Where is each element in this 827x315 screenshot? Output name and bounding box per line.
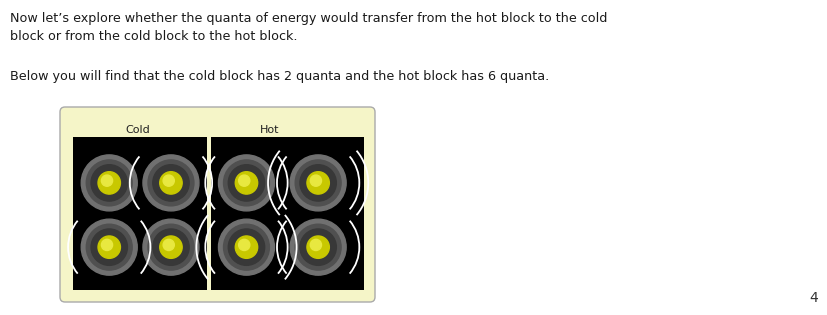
Circle shape [310, 175, 321, 186]
Bar [73, 137, 207, 290]
Circle shape [218, 219, 274, 275]
Circle shape [295, 224, 341, 270]
Circle shape [228, 229, 265, 265]
Circle shape [223, 224, 269, 270]
Circle shape [148, 224, 194, 270]
Circle shape [98, 172, 120, 194]
Circle shape [228, 165, 265, 201]
Circle shape [307, 172, 329, 194]
Circle shape [223, 160, 269, 206]
Text: Now let’s explore whether the quanta of energy would transfer from the hot block: Now let’s explore whether the quanta of … [10, 12, 607, 25]
Circle shape [163, 239, 174, 250]
Circle shape [153, 229, 189, 265]
Circle shape [218, 155, 274, 211]
Text: Cold: Cold [126, 125, 151, 135]
Circle shape [160, 172, 182, 194]
Circle shape [238, 239, 250, 250]
Circle shape [299, 165, 336, 201]
Circle shape [101, 175, 112, 186]
Circle shape [81, 219, 137, 275]
Circle shape [307, 236, 329, 258]
Circle shape [235, 236, 257, 258]
Circle shape [101, 239, 112, 250]
Circle shape [310, 239, 321, 250]
Circle shape [86, 224, 132, 270]
Circle shape [143, 155, 198, 211]
Circle shape [235, 172, 257, 194]
Circle shape [81, 155, 137, 211]
Circle shape [289, 155, 346, 211]
Text: 4: 4 [808, 291, 817, 305]
Circle shape [153, 165, 189, 201]
Circle shape [238, 175, 250, 186]
Circle shape [163, 175, 174, 186]
Circle shape [98, 236, 120, 258]
Circle shape [148, 160, 194, 206]
Text: Below you will find that the cold block has 2 quanta and the hot block has 6 qua: Below you will find that the cold block … [10, 70, 548, 83]
Bar [211, 137, 363, 290]
Circle shape [299, 229, 336, 265]
Text: Hot: Hot [260, 125, 279, 135]
Circle shape [160, 236, 182, 258]
FancyBboxPatch shape [60, 107, 375, 302]
Circle shape [91, 229, 127, 265]
Circle shape [91, 165, 127, 201]
Circle shape [143, 219, 198, 275]
Circle shape [289, 219, 346, 275]
Circle shape [86, 160, 132, 206]
Text: block or from the cold block to the hot block.: block or from the cold block to the hot … [10, 30, 297, 43]
Circle shape [295, 160, 341, 206]
